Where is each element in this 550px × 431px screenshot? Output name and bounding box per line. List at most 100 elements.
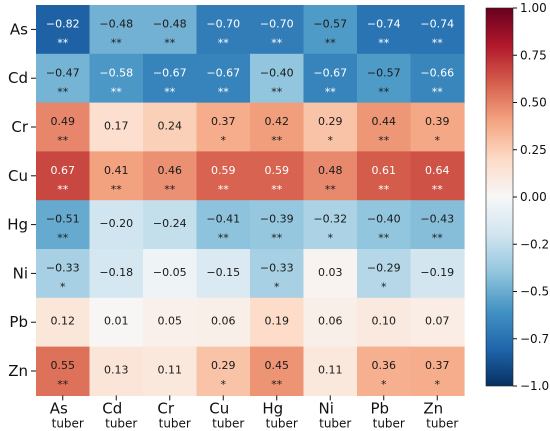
cell-value-label: −0.57 (367, 66, 401, 79)
heatmap-cell (303, 5, 358, 55)
heatmap-cell (36, 102, 91, 152)
significance-marker: ** (271, 36, 283, 49)
significance-marker: ** (271, 232, 283, 245)
heatmap-cell (36, 297, 91, 348)
colorbar-tick-label: 0.25 (520, 143, 547, 157)
significance-marker: ** (57, 232, 69, 245)
heatmap-cell (196, 151, 251, 201)
significance-marker: ** (164, 183, 176, 196)
heatmap-cell (250, 102, 305, 152)
significance-marker: ** (271, 183, 283, 196)
cell-value-label: 0.61 (372, 164, 397, 177)
significance-marker: ** (111, 36, 123, 49)
heatmap-cell (89, 346, 144, 396)
heatmap-cell (143, 200, 198, 250)
column-label-suffix: tuber (426, 416, 458, 430)
cell-value-label: 0.06 (318, 315, 343, 328)
heatmap-cell (36, 346, 91, 396)
colorbar-tick-label: −1.00 (520, 379, 550, 393)
heatmap-cell (250, 5, 305, 55)
significance-marker: ** (378, 134, 390, 147)
colorbar-gradient (485, 7, 514, 387)
colorbar-tick-label: 1.00 (520, 1, 547, 15)
significance-marker: ** (325, 85, 337, 98)
heatmap-cell (196, 53, 251, 104)
cell-value-label: 0.01 (104, 315, 129, 328)
cell-value-label: 0.11 (158, 363, 183, 376)
significance-marker: ** (378, 85, 390, 98)
cell-value-label: −0.58 (99, 66, 133, 79)
cell-value-label: −0.39 (260, 213, 294, 226)
column-label-element: As (50, 399, 68, 417)
heatmap-cell (196, 102, 251, 152)
heatmap-cell (143, 102, 198, 152)
column-label-element: Cr (157, 399, 174, 417)
column-label-suffix: tuber (373, 416, 405, 430)
cell-value-label: −0.57 (313, 17, 347, 30)
heatmap-cell (36, 53, 91, 104)
colorbar-tick-label: 0.75 (520, 48, 547, 62)
cell-value-label: 0.48 (318, 164, 343, 177)
cell-value-label: 0.37 (211, 115, 236, 128)
heatmap-cell (303, 102, 358, 152)
row-label: As (10, 20, 28, 38)
colorbar-tick-label: −0.75 (520, 332, 550, 346)
significance-marker: ** (111, 85, 123, 98)
significance-marker: * (328, 232, 334, 245)
colorbar: 1.00 0.75 0.50 0.25 0.00 −0.25 −0.50 −0.75 −1.00 (485, 1, 550, 393)
cell-value-label: 0.64 (425, 164, 450, 177)
heatmap-cell (410, 346, 465, 396)
heatmap-cell (89, 200, 144, 250)
cell-value-label: 0.44 (372, 115, 397, 128)
cell-value-label: −0.48 (99, 17, 133, 30)
cell-value-label: 0.67 (51, 164, 76, 177)
significance-marker: ** (218, 36, 230, 49)
row-label: Zn (8, 362, 28, 380)
cell-value-label: 0.59 (265, 164, 290, 177)
significance-marker: * (435, 378, 441, 391)
cell-value-label: −0.48 (153, 17, 187, 30)
heatmap-cell (89, 249, 144, 299)
significance-marker: ** (432, 232, 444, 245)
significance-marker: * (221, 378, 227, 391)
cell-value-label: 0.39 (425, 115, 450, 128)
cell-value-label: 0.46 (158, 164, 183, 177)
significance-marker: * (435, 134, 441, 147)
heatmap-cell (357, 249, 412, 299)
row-labels: As Cd Cr Cu Hg Ni Pb Zn (7, 20, 36, 380)
column-label-element: Cu (209, 399, 229, 417)
significance-marker: * (381, 280, 387, 293)
column-label-suffix: tuber (266, 416, 298, 430)
significance-marker: ** (378, 36, 390, 49)
row-label: Cd (8, 69, 28, 87)
heatmap-cell (303, 200, 358, 250)
significance-marker: ** (57, 85, 69, 98)
significance-marker: * (328, 134, 334, 147)
significance-marker: ** (378, 232, 390, 245)
heatmap-cell (303, 249, 358, 299)
heatmap-cell (250, 249, 305, 299)
heatmap-cell (303, 53, 358, 104)
heatmap-cell (250, 200, 305, 250)
heatmap-cell (143, 5, 198, 55)
column-label-suffix: tuber (105, 416, 137, 430)
cell-value-label: 0.11 (318, 363, 343, 376)
cell-value-label: −0.51 (46, 213, 80, 226)
colorbar-tick-label: 0.50 (520, 96, 547, 110)
cell-value-label: 0.19 (265, 315, 290, 328)
cell-value-label: 0.10 (372, 315, 397, 328)
cell-value-label: −0.74 (367, 17, 401, 30)
heatmap-cell (143, 151, 198, 201)
heatmap-cell (143, 249, 198, 299)
heatmap-cell (357, 102, 412, 152)
cell-value-label: −0.15 (206, 266, 240, 279)
significance-marker: * (221, 134, 227, 147)
heatmap-cell (196, 346, 251, 396)
cell-value-label: 0.12 (51, 315, 76, 328)
row-label: Ni (13, 264, 28, 282)
significance-marker: ** (378, 183, 390, 196)
heatmap-cell (196, 200, 251, 250)
cell-value-label: 0.03 (318, 266, 343, 279)
cell-value-label: 0.05 (158, 315, 183, 328)
